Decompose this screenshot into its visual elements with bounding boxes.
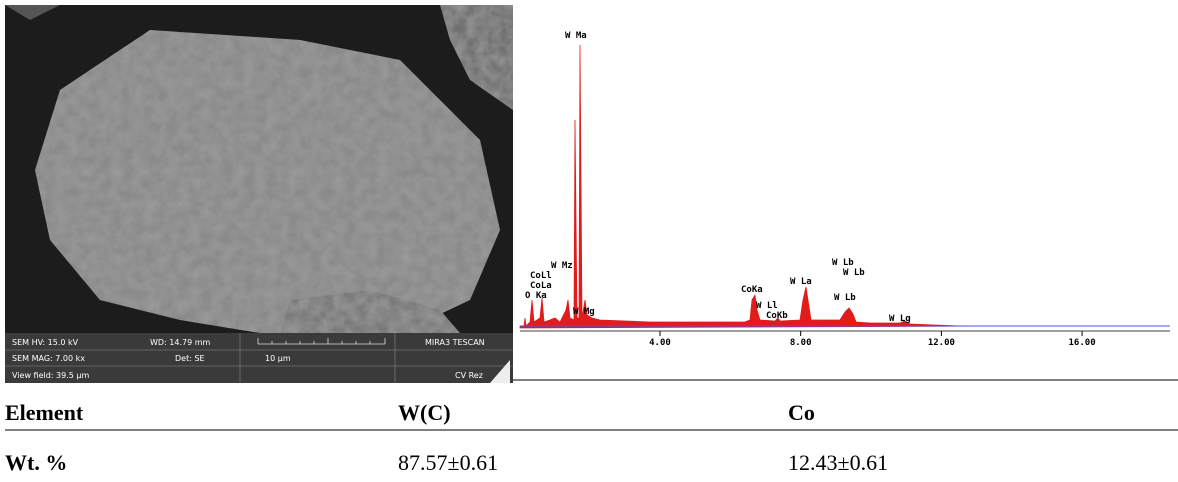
peak-label: W Ll bbox=[756, 301, 778, 311]
peak-label: W Lb bbox=[834, 293, 856, 303]
sem-brand: MIRA3 TESCAN bbox=[425, 338, 485, 347]
peak-label: CoLl bbox=[530, 271, 552, 281]
table-cell: 12.43±0.61 bbox=[788, 450, 888, 475]
peak-label: CoKb bbox=[766, 311, 788, 321]
sem-scale: 10 µm bbox=[265, 354, 291, 363]
sem-det: Det: SE bbox=[175, 354, 205, 363]
table-cell: 87.57±0.61 bbox=[398, 450, 498, 475]
sem-lab: CV Rez bbox=[455, 371, 483, 380]
table-header: W(C) bbox=[398, 400, 451, 425]
table-header: Co bbox=[788, 400, 815, 425]
peak-label: W Lg bbox=[889, 314, 911, 324]
sem-wd: WD: 14.79 mm bbox=[150, 338, 211, 347]
eds-spectrum bbox=[520, 45, 1170, 331]
peak-label: CoKa bbox=[741, 285, 763, 295]
peak-label: W Ma bbox=[565, 31, 587, 41]
peak-label: W Mg bbox=[573, 307, 595, 317]
figure: SEM HV: 15.0 kV WD: 14.79 mm MIRA3 TESCA… bbox=[0, 0, 1178, 477]
peak-label: CoLa bbox=[530, 281, 552, 291]
table: Element W(C) Co Wt. % 87.57±0.61 12.43±0… bbox=[5, 400, 888, 475]
x-tick-label: 12.00 bbox=[928, 338, 955, 348]
x-tick-label: 16.00 bbox=[1069, 338, 1096, 348]
page: SEM HV: 15.0 kV WD: 14.79 mm MIRA3 TESCA… bbox=[0, 0, 1178, 477]
table-cell: Wt. % bbox=[5, 450, 67, 475]
sem-hv: SEM HV: 15.0 kV bbox=[12, 338, 79, 347]
peak-label: W La bbox=[790, 277, 812, 287]
peak-label: W Mz bbox=[551, 261, 573, 271]
sem-image: SEM HV: 15.0 kV WD: 14.79 mm MIRA3 TESCA… bbox=[5, 5, 513, 383]
peak-label: W Lb bbox=[832, 258, 854, 268]
sem-view-field: View field: 39.5 µm bbox=[12, 371, 89, 380]
peak-label: O Ka bbox=[525, 291, 547, 301]
peak-label: W Lb bbox=[843, 268, 865, 278]
table-header: Element bbox=[5, 400, 84, 425]
sem-mag: SEM MAG: 7.00 kx bbox=[12, 354, 85, 363]
x-tick-label: 8.00 bbox=[790, 338, 812, 348]
x-tick-label: 4.00 bbox=[649, 338, 671, 348]
